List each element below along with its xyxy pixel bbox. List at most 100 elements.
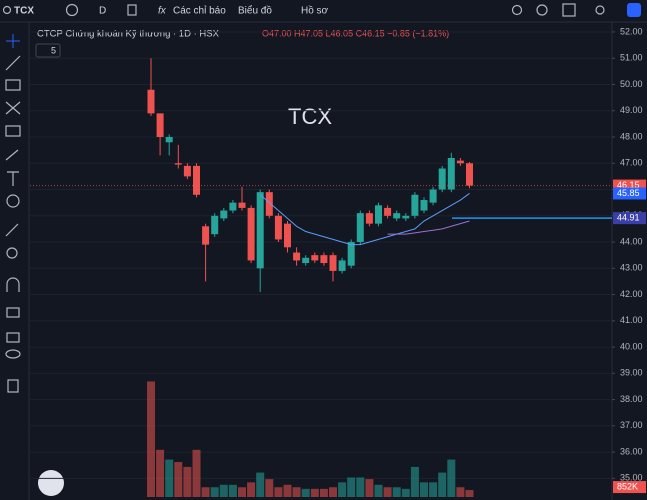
volume-bar	[410, 466, 419, 497]
volume-bar	[329, 487, 337, 497]
volume-bar	[174, 462, 183, 497]
price-tag-label: 45.85	[617, 188, 640, 198]
volume-bar	[319, 488, 328, 497]
candle-body	[202, 226, 210, 245]
volume-bar	[338, 482, 347, 497]
candle-body	[247, 207, 255, 261]
volume-bar	[238, 487, 246, 497]
candle-body	[211, 215, 219, 235]
indicator-toggle[interactable]	[35, 43, 61, 58]
profile[interactable]: Hồ sơ	[301, 5, 329, 17]
y-tick-label: 51.00	[620, 53, 643, 63]
y-tick-label: 49.00	[620, 105, 643, 115]
volume-bar	[301, 488, 310, 497]
lock-all-tool[interactable]	[6, 332, 20, 343]
fib-tool[interactable]	[5, 79, 21, 91]
candle-body	[411, 194, 419, 216]
y-tick-label: 37.00	[620, 420, 643, 430]
search-icon[interactable]	[2, 5, 12, 15]
candle-body	[320, 255, 328, 264]
volume-bar	[456, 487, 465, 497]
volume-bar	[401, 488, 410, 497]
lock-tool[interactable]	[6, 307, 20, 318]
projection-tool[interactable]	[5, 125, 21, 137]
y-tick-label: 47.00	[620, 158, 643, 168]
candle-body	[284, 223, 291, 248]
price-tag-label: 46.15	[617, 180, 640, 190]
chart-type[interactable]	[127, 4, 137, 16]
magnet-tool[interactable]	[6, 277, 20, 292]
hide-tool[interactable]	[5, 349, 21, 359]
y-tick-label: 40.00	[620, 341, 643, 351]
text-tool[interactable]	[7, 171, 19, 186]
candle-body	[265, 192, 273, 216]
tv-logo	[38, 470, 64, 496]
volume-bar	[201, 487, 210, 497]
zoom-tool[interactable]	[6, 247, 18, 259]
volume-bar	[365, 479, 374, 497]
add-symbol[interactable]	[65, 3, 79, 17]
chart-menu[interactable]: Biểu đồ	[238, 5, 272, 17]
volume-bar	[374, 484, 383, 497]
candle-body	[375, 205, 382, 224]
left-tools	[5, 34, 21, 393]
candle-body	[174, 163, 182, 165]
y-tick-label: 44.00	[620, 236, 643, 246]
candle-body	[238, 202, 246, 208]
share-icon[interactable]	[595, 5, 605, 15]
volume-bar	[192, 449, 201, 497]
price-tag-label: 44.91	[617, 213, 640, 223]
volume-bar	[347, 477, 356, 497]
candle-body	[420, 200, 428, 211]
volume-bar	[310, 488, 319, 497]
volume-bar	[219, 484, 228, 497]
pattern-tool[interactable]	[5, 101, 21, 115]
candle-body	[438, 168, 446, 190]
candle-body	[447, 158, 455, 190]
delete-tool[interactable]	[7, 379, 19, 393]
candle-body	[456, 160, 464, 164]
candle-body	[347, 242, 355, 266]
symbol[interactable]: TCX	[14, 6, 34, 17]
volume-bar	[465, 490, 474, 497]
indicators[interactable]: Các chỉ báo	[173, 5, 226, 17]
volume-bar	[420, 482, 428, 497]
volume-bar	[392, 487, 401, 497]
candle-body	[356, 213, 364, 243]
volume-bar	[429, 482, 438, 497]
volume-bar	[283, 484, 292, 497]
volume-bar	[183, 466, 192, 497]
candle-body	[165, 137, 173, 143]
y-tick-label: 39.00	[620, 368, 643, 378]
y-tick-label: 42.00	[620, 289, 643, 299]
price-tag	[613, 187, 646, 200]
y-tick-label: 41.00	[620, 315, 643, 325]
fullscreen-icon[interactable]	[562, 3, 576, 17]
price-tag	[613, 212, 646, 225]
volume-bar	[356, 477, 365, 497]
settings-icon[interactable]	[536, 4, 548, 16]
candle-body	[256, 192, 264, 269]
line-tool[interactable]	[5, 55, 21, 71]
candle-body	[393, 213, 401, 219]
volume-bar	[447, 459, 456, 497]
candle-body	[156, 113, 164, 138]
candle-body	[429, 189, 437, 203]
volume-bar	[210, 487, 219, 497]
y-tick-label: 48.00	[620, 131, 643, 141]
volume-tag-label: 852K	[617, 481, 638, 491]
zoom-icon[interactable]	[511, 4, 523, 16]
volume-bar	[274, 487, 283, 497]
brush-tool[interactable]	[5, 149, 19, 161]
y-tick-label: 35.00	[620, 473, 643, 483]
ruler-tool[interactable]	[5, 223, 19, 237]
y-tick-label: 38.00	[620, 394, 643, 404]
volume-bar	[165, 459, 174, 497]
emoji-tool[interactable]	[6, 194, 20, 208]
volume-bar	[265, 479, 274, 497]
top-toolbar	[0, 0, 647, 22]
volume-tag	[613, 481, 646, 494]
volume-bar	[156, 449, 165, 497]
interval[interactable]: D	[99, 6, 106, 17]
